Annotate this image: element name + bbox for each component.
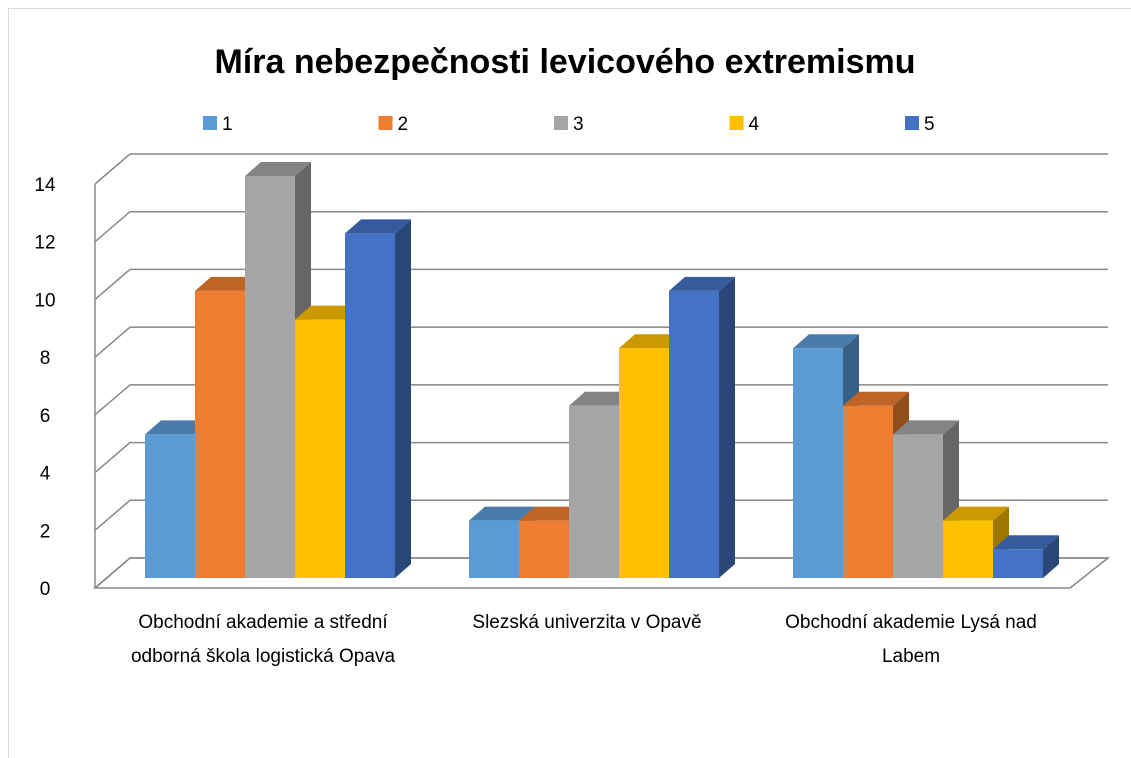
bar xyxy=(669,276,735,578)
grid-line xyxy=(94,153,1108,185)
bar-front xyxy=(519,520,569,578)
y-tick-label: 4 xyxy=(40,464,51,485)
y-tick-label: 0 xyxy=(40,579,51,600)
bar-front xyxy=(145,434,195,578)
legend-swatch xyxy=(203,116,217,130)
bar-front xyxy=(843,405,893,578)
bar-top xyxy=(993,535,1059,550)
y-tick-label: 6 xyxy=(40,406,51,427)
bar-top xyxy=(519,506,585,521)
legend-swatch xyxy=(905,116,919,130)
bar-front xyxy=(993,549,1043,578)
bar-top xyxy=(943,506,1009,521)
bar-top xyxy=(843,391,909,406)
legend-label: 2 xyxy=(398,114,409,135)
bar-front xyxy=(669,290,719,578)
legend-label: 4 xyxy=(749,114,760,135)
bar-top xyxy=(245,162,311,176)
y-tick-label: 10 xyxy=(34,290,55,311)
legend-label: 3 xyxy=(573,114,584,135)
bar-top xyxy=(345,219,411,234)
y-tick-label: 8 xyxy=(40,348,51,369)
bar-front xyxy=(345,233,395,578)
bar-side xyxy=(1043,535,1059,578)
bar-front xyxy=(469,520,519,578)
bar-front xyxy=(245,176,295,578)
bar-top xyxy=(893,420,959,435)
grid-line xyxy=(94,326,1108,358)
legend-swatch xyxy=(554,116,568,130)
bar-top xyxy=(619,334,685,349)
bar-front xyxy=(619,348,669,578)
bar-front xyxy=(943,520,993,578)
legend-swatch xyxy=(378,116,393,130)
chart-border xyxy=(8,8,1131,758)
y-tick-label: 14 xyxy=(34,175,56,196)
bar-top xyxy=(195,276,261,291)
bar-front xyxy=(569,405,619,578)
bar-front xyxy=(195,290,245,578)
legend-label: 1 xyxy=(222,114,233,135)
bar-top xyxy=(669,276,735,291)
chart-title: Míra nebezpečnosti levicového extremismu xyxy=(214,43,915,81)
bar-side xyxy=(719,276,735,578)
bar xyxy=(345,219,411,578)
x-tick-label: Slezská univerzita v Opavě xyxy=(472,612,702,633)
x-tick-label: Obchodní akademie Lysá nad Labem xyxy=(785,612,1037,667)
x-tick-label: Obchodní akademie a střední odborná škol… xyxy=(130,612,396,667)
bar-front xyxy=(295,319,345,578)
bar-top xyxy=(295,305,361,320)
bar-side xyxy=(395,219,411,578)
y-tick-label: 12 xyxy=(34,233,55,254)
bar-front xyxy=(793,348,843,578)
bar-top xyxy=(569,391,635,406)
grid-line xyxy=(94,557,1108,589)
bar-top xyxy=(145,420,211,435)
bar-top xyxy=(469,506,535,521)
bar-front xyxy=(893,434,943,578)
grid-line xyxy=(94,499,1108,531)
grid-line xyxy=(94,441,1108,474)
grid-line xyxy=(94,384,1108,416)
legend-label: 5 xyxy=(924,114,935,135)
bar-top xyxy=(793,334,859,349)
y-tick-label: 2 xyxy=(40,521,51,542)
grid-line xyxy=(94,268,1108,300)
grid-line xyxy=(94,210,1108,243)
legend-swatch xyxy=(729,116,744,130)
bar xyxy=(993,535,1059,578)
